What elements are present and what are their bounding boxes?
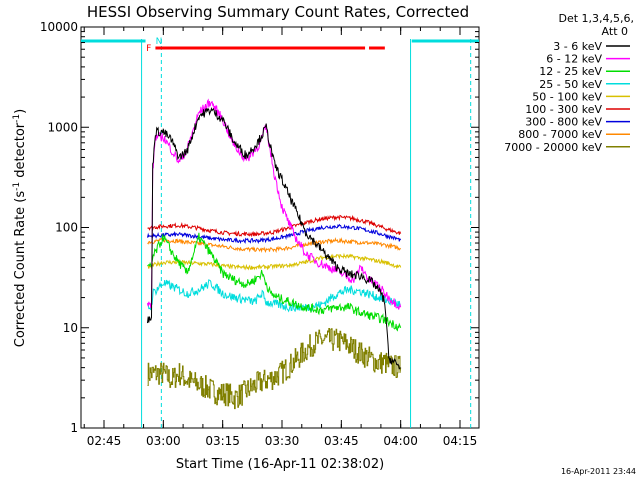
series-line-3 [147, 232, 402, 332]
marker-label-n: N [156, 37, 163, 47]
plot-frame [80, 26, 480, 429]
y-tick-label: 1000 [47, 120, 78, 134]
series-line-7 [147, 223, 402, 245]
x-tick-label: 02:45 [87, 434, 122, 448]
x-axis-label: Start Time (16-Apr-11 02:38:02) [176, 457, 384, 472]
plot-overlays: FN [81, 37, 479, 428]
y-axis-label: Corrected Count Rate (s-1 detector-1) [12, 109, 28, 347]
legend-label: 100 - 300 keV [525, 103, 602, 116]
x-tick-label: 03:30 [265, 434, 300, 448]
legend-label: 6 - 12 keV [546, 53, 602, 66]
series-line-4 [147, 279, 402, 313]
legend-label: 50 - 100 keV [532, 90, 602, 103]
y-axis: 1 10 100 1000 10000 [40, 20, 479, 435]
y-tick-label: 100 [55, 221, 78, 235]
x-tick-label: 04:15 [443, 434, 478, 448]
x-tick-label: 03:15 [205, 434, 240, 448]
legend-label: 25 - 50 keV [539, 78, 602, 91]
series-line-5 [147, 252, 402, 271]
x-tick-label: 03:45 [324, 434, 359, 448]
y-tick-label: 10000 [40, 20, 78, 34]
y-axis-label-sup1: -1 [12, 182, 22, 191]
timestamp: 16-Apr-2011 23:44 [561, 467, 636, 476]
y-axis-label-main: Corrected Count Rate (s [13, 191, 28, 348]
series-line-6 [147, 214, 402, 238]
legend-label: 7000 - 20000 keV [504, 141, 602, 154]
y-axis-label-sup2: -1 [12, 114, 22, 123]
series-line-9 [147, 328, 402, 410]
legend-label: 300 - 800 keV [525, 116, 602, 129]
series-layer [147, 98, 402, 410]
series-line-8 [147, 237, 402, 254]
y-axis-label-mid: detector [13, 122, 28, 182]
x-axis: 02:45 03:00 03:15 03:30 03:45 04:00 04:15 [83, 27, 478, 448]
legend-label: 3 - 6 keV [553, 40, 602, 53]
series-line-1 [147, 106, 401, 370]
legend-label: 800 - 7000 keV [518, 128, 602, 141]
marker-label-f: F [146, 44, 151, 54]
chart-title: HESSI Observing Summary Count Rates, Cor… [87, 3, 469, 21]
y-tick-label: 1 [70, 421, 78, 435]
y-axis-label-end: ) [13, 109, 28, 114]
y-tick-label: 10 [63, 321, 78, 335]
legend-header-line-1: Det 1,3,4,5,6, [558, 12, 634, 25]
x-tick-label: 04:00 [383, 434, 418, 448]
legend-header-line-2: Att 0 [602, 25, 628, 38]
x-tick-label: 03:00 [146, 434, 181, 448]
legend-label: 12 - 25 keV [539, 65, 602, 78]
